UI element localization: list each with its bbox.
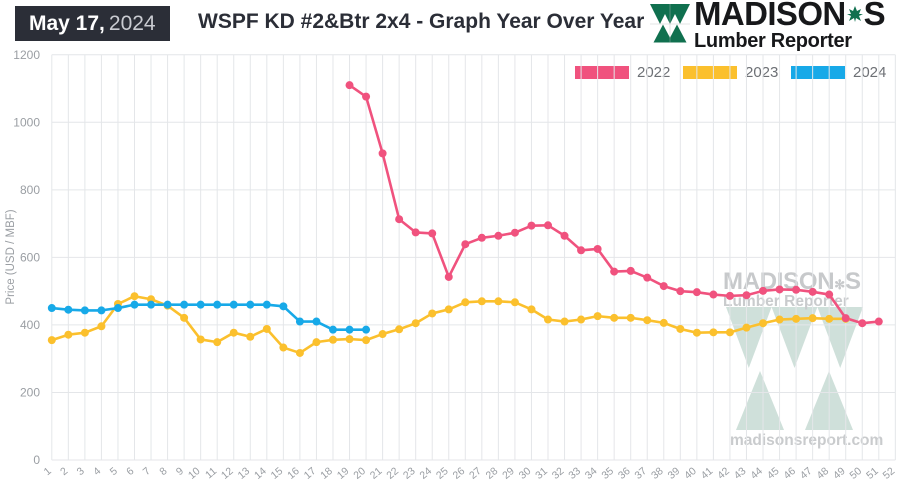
svg-text:33: 33 [566, 465, 583, 482]
svg-text:45: 45 [765, 465, 782, 482]
svg-text:26: 26 [451, 465, 468, 482]
svg-text:15: 15 [269, 465, 286, 482]
svg-text:36: 36 [616, 465, 633, 482]
svg-text:52: 52 [881, 465, 898, 482]
svg-text:27: 27 [467, 465, 484, 482]
svg-text:28: 28 [484, 465, 501, 482]
svg-text:41: 41 [699, 465, 716, 482]
svg-text:50: 50 [848, 465, 865, 482]
svg-text:21: 21 [368, 465, 385, 482]
svg-text:49: 49 [831, 465, 848, 482]
svg-text:1200: 1200 [13, 48, 40, 62]
svg-text:39: 39 [666, 465, 683, 482]
svg-text:800: 800 [20, 183, 40, 197]
svg-text:19: 19 [335, 465, 352, 482]
svg-text:30: 30 [517, 465, 534, 482]
svg-text:1: 1 [42, 465, 54, 478]
svg-text:17: 17 [302, 465, 319, 482]
svg-text:12: 12 [219, 465, 236, 482]
svg-text:200: 200 [20, 385, 40, 399]
svg-text:35: 35 [599, 465, 616, 482]
svg-text:38: 38 [649, 465, 666, 482]
svg-text:25: 25 [434, 465, 451, 482]
svg-text:46: 46 [781, 465, 798, 482]
svg-text:1000: 1000 [13, 115, 40, 129]
svg-text:13: 13 [236, 465, 253, 482]
svg-text:7: 7 [141, 465, 153, 478]
svg-text:2: 2 [58, 465, 70, 478]
svg-text:8: 8 [157, 465, 169, 478]
svg-text:14: 14 [252, 465, 269, 482]
svg-text:20: 20 [351, 465, 368, 482]
svg-text:32: 32 [550, 465, 567, 482]
svg-text:400: 400 [20, 318, 40, 332]
svg-text:4: 4 [91, 465, 103, 478]
svg-text:34: 34 [583, 465, 600, 482]
svg-text:37: 37 [633, 465, 650, 482]
svg-text:6: 6 [124, 465, 136, 478]
svg-text:11: 11 [203, 465, 219, 481]
svg-text:Price (USD / MBF): Price (USD / MBF) [5, 209, 17, 304]
svg-text:31: 31 [533, 465, 550, 482]
svg-text:0: 0 [33, 453, 40, 467]
svg-text:10: 10 [186, 465, 203, 482]
svg-text:5: 5 [108, 465, 120, 478]
svg-text:16: 16 [285, 465, 302, 482]
svg-text:600: 600 [20, 250, 40, 264]
svg-text:42: 42 [715, 465, 732, 482]
svg-text:18: 18 [318, 465, 335, 482]
svg-text:22: 22 [384, 465, 401, 482]
svg-text:24: 24 [417, 465, 434, 482]
svg-text:43: 43 [732, 465, 749, 482]
svg-text:9: 9 [174, 465, 186, 478]
svg-text:44: 44 [748, 465, 765, 482]
svg-text:48: 48 [814, 465, 831, 482]
svg-text:3: 3 [75, 465, 87, 478]
svg-text:51: 51 [864, 465, 881, 482]
svg-text:23: 23 [401, 465, 418, 482]
svg-text:40: 40 [682, 465, 699, 482]
svg-text:29: 29 [500, 465, 517, 482]
svg-text:47: 47 [798, 465, 815, 482]
